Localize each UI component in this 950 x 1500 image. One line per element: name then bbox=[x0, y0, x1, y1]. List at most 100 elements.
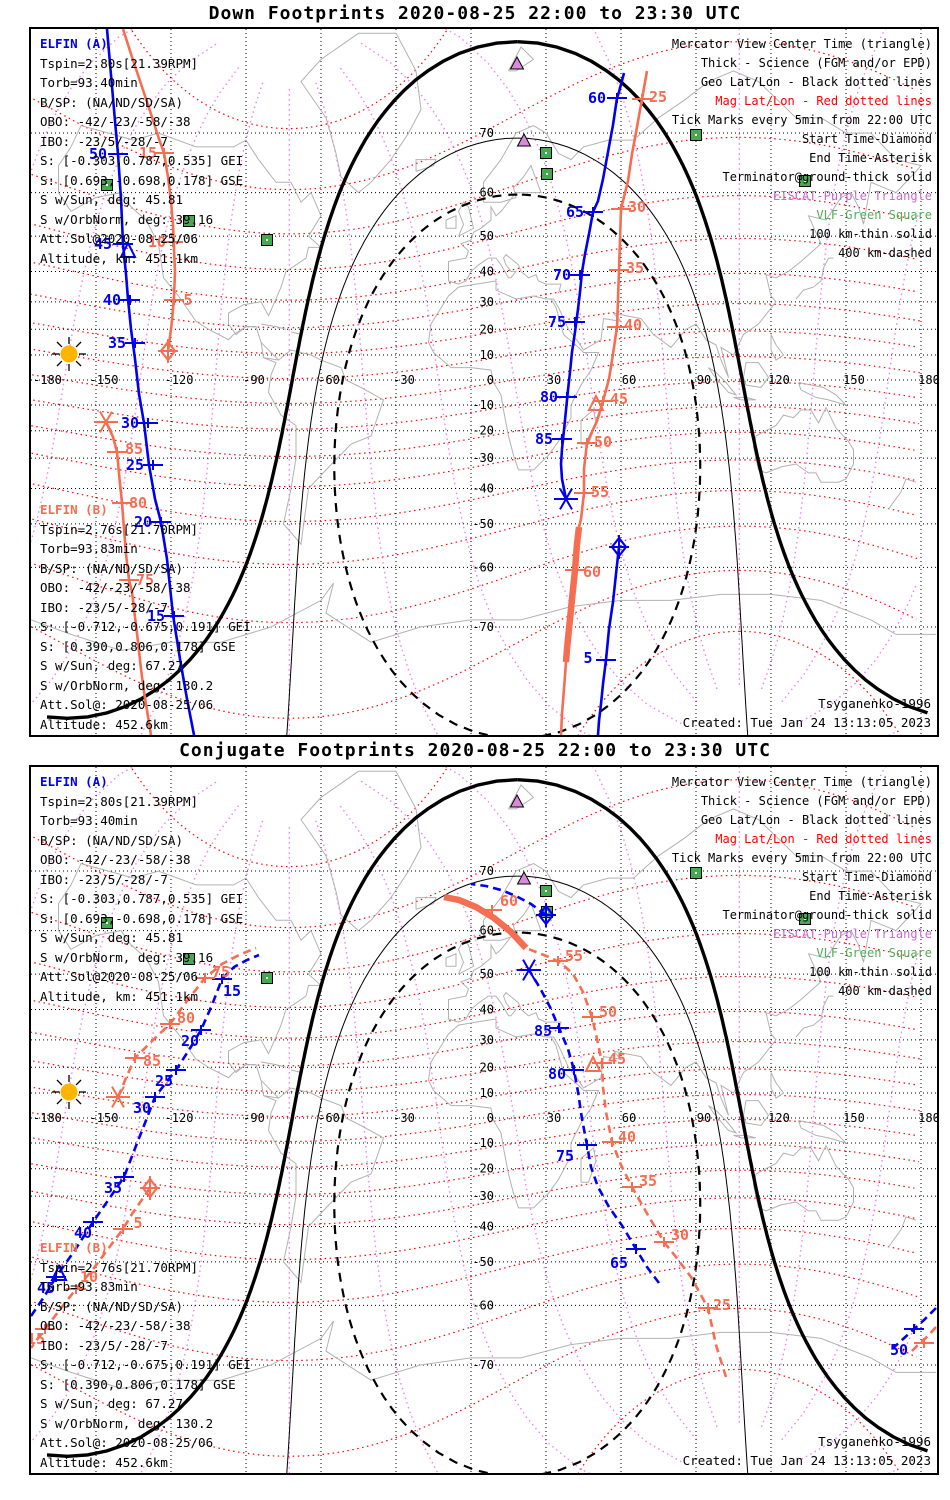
svg-text:90: 90 bbox=[697, 1111, 711, 1125]
svg-text:40: 40 bbox=[624, 316, 642, 334]
sun-icon bbox=[52, 337, 86, 371]
svg-text:65: 65 bbox=[610, 1254, 628, 1272]
svg-text:20: 20 bbox=[181, 1032, 199, 1050]
svg-text:90: 90 bbox=[697, 373, 711, 387]
svg-text:50: 50 bbox=[594, 433, 612, 451]
legend-line: End Time-Asterisk bbox=[809, 889, 932, 903]
legend-line: Start Time-Diamond bbox=[801, 870, 932, 884]
geo-grid bbox=[31, 767, 937, 1473]
elfin_b-info-line: S: [-0.712,-0.675,0.191] GEI bbox=[40, 619, 251, 634]
svg-text:-120: -120 bbox=[165, 1111, 194, 1125]
svg-text:60: 60 bbox=[480, 186, 494, 200]
sun-icon bbox=[52, 1075, 86, 1109]
svg-text:60: 60 bbox=[622, 1111, 636, 1125]
legend-line: Start Time-Diamond bbox=[801, 132, 932, 146]
elfin_a-info-line: S w/Sun, deg: 45.81 bbox=[40, 192, 183, 207]
svg-text:40: 40 bbox=[618, 1128, 636, 1146]
elfin_b-info-line: IBO: -23/5/-28/-7 bbox=[40, 599, 168, 615]
svg-text:15: 15 bbox=[139, 144, 157, 162]
svg-text:-70: -70 bbox=[472, 1358, 494, 1372]
svg-text:50: 50 bbox=[599, 1003, 617, 1021]
svg-text:10: 10 bbox=[80, 1268, 98, 1286]
svg-text:0: 0 bbox=[487, 1111, 494, 1125]
elfin_a-info-line: S: [-0.303,0.787,0.535] GEI bbox=[40, 891, 244, 906]
svg-text:30: 30 bbox=[121, 414, 139, 432]
svg-text:85: 85 bbox=[125, 440, 143, 458]
svg-text:60: 60 bbox=[480, 924, 494, 938]
legend-line: Mag Lat/Lon - Red dotted lines bbox=[715, 832, 932, 846]
elfin_a-info-line: Tspin=2.80s[21.39RPM] bbox=[40, 55, 199, 71]
svg-text:-90: -90 bbox=[243, 373, 265, 387]
svg-text:10: 10 bbox=[480, 1086, 494, 1100]
svg-text:-150: -150 bbox=[90, 373, 119, 387]
svg-text:50: 50 bbox=[480, 229, 494, 243]
svg-text:85: 85 bbox=[534, 1022, 552, 1040]
elfin_b-info-line: B/SP: (NA/ND/SD/SA) bbox=[40, 1298, 183, 1314]
svg-text:35: 35 bbox=[104, 1179, 122, 1197]
elfin_a-info-line: IBO: -23/5/-28/-7 bbox=[40, 133, 168, 149]
elfin_a-info-line: Tspin=2.80s[21.39RPM] bbox=[40, 793, 199, 809]
svg-text:-60: -60 bbox=[318, 373, 340, 387]
svg-text:-150: -150 bbox=[90, 1111, 119, 1125]
svg-text:25: 25 bbox=[155, 1072, 173, 1090]
legend-line: 400 km-dashed bbox=[838, 984, 932, 998]
svg-text:-40: -40 bbox=[472, 482, 494, 496]
svg-text:25: 25 bbox=[713, 1296, 731, 1314]
legend-line: End Time-Asterisk bbox=[809, 151, 932, 165]
svg-text:80: 80 bbox=[548, 1065, 566, 1083]
svg-text:60: 60 bbox=[588, 89, 606, 107]
elfin_a-info-line: S w/OrbNorm, deg: 39.16 bbox=[40, 211, 214, 227]
svg-text:-30: -30 bbox=[393, 373, 415, 387]
legend-line: Geo Lat/Lon - Black dotted lines bbox=[700, 813, 932, 827]
elfin_b-info-line: Altitude: 452.6km bbox=[40, 716, 168, 732]
elfin_b-info-line: Att.Sol@: 2020-08-25/06 bbox=[40, 1435, 214, 1450]
elfin_a-info-line: S: [0.693,-0.698,0.178] GSE bbox=[40, 910, 244, 926]
elfin_b-info-line: Tspin=2.76s[21.70RPM] bbox=[40, 1259, 199, 1275]
svg-text:-120: -120 bbox=[165, 373, 194, 387]
elfin_a-info-line: Altitude, km: 451.1km bbox=[40, 250, 199, 266]
svg-text:30: 30 bbox=[628, 198, 646, 216]
elfin_a-info-line: Torb=93.40min bbox=[40, 75, 138, 90]
elfin-b-info-block: ELFIN (B) Tspin=2.76s[21.70RPM] Torb=93.83… bbox=[40, 1238, 251, 1472]
svg-text:180: 180 bbox=[918, 373, 937, 387]
svg-text:-60: -60 bbox=[472, 1298, 494, 1312]
svg-text:80: 80 bbox=[129, 494, 147, 512]
svg-text:35: 35 bbox=[639, 1172, 657, 1190]
svg-text:10: 10 bbox=[148, 233, 166, 251]
svg-text:15: 15 bbox=[31, 1330, 45, 1348]
svg-text:80: 80 bbox=[177, 1009, 195, 1027]
legend-line: VLF-Green Square bbox=[816, 208, 932, 222]
svg-text:40: 40 bbox=[74, 1224, 92, 1242]
svg-text:0: 0 bbox=[487, 373, 494, 387]
magnetic-grid bbox=[31, 29, 921, 735]
elfin-a-info-block: ELFIN (A) Tspin=2.80s[21.39RPM] Torb=93.40… bbox=[40, 772, 243, 1006]
legend-line: 400 km-dashed bbox=[838, 246, 932, 260]
svg-text:20: 20 bbox=[480, 322, 494, 336]
svg-text:-50: -50 bbox=[472, 517, 494, 531]
svg-text:15: 15 bbox=[147, 607, 165, 625]
conjugate-footprints-panel: -180 -150 -120 -90 -60 -30 30 60 90 120 150 180 70 60… bbox=[29, 765, 939, 1475]
legend-line: Thick - Science (FGM and/or EPD) bbox=[700, 56, 932, 70]
legend-line: EISCAT-Purple Triangle bbox=[773, 927, 932, 941]
terminator-curves bbox=[46, 778, 929, 1473]
map-legend: Mercator View Center Time (triangle) Thic… bbox=[672, 35, 932, 263]
map-legend: Mercator View Center Time (triangle) Thic… bbox=[672, 773, 932, 1001]
svg-text:-60: -60 bbox=[318, 1111, 340, 1125]
svg-text:35: 35 bbox=[108, 334, 126, 352]
svg-text:120: 120 bbox=[768, 1111, 790, 1125]
axis-labels: -180 -150 -120 -90 -60 -30 30 60 90 120 150 1807060… bbox=[33, 864, 937, 1372]
svg-text:85: 85 bbox=[143, 1052, 161, 1070]
svg-text:5: 5 bbox=[583, 649, 592, 667]
svg-text:-40: -40 bbox=[472, 1220, 494, 1234]
elfin_b-info-line: S: [0.390,0.806,0.178] GSE bbox=[40, 1376, 236, 1392]
legend-line: 100 km-thin solid bbox=[809, 227, 932, 241]
eiscat-site-markers bbox=[509, 793, 532, 885]
down-footprints-map: -180 -150 -120 -90 -60 -30 30 60 90 120 150 1807060… bbox=[31, 29, 937, 735]
svg-text:5: 5 bbox=[183, 291, 192, 309]
elfin_b-info-line: S: [0.390,0.806,0.178] GSE bbox=[40, 638, 236, 654]
svg-text:120: 120 bbox=[768, 373, 790, 387]
svg-text:45: 45 bbox=[610, 390, 628, 408]
legend-line: EISCAT-Purple Triangle bbox=[773, 189, 932, 203]
